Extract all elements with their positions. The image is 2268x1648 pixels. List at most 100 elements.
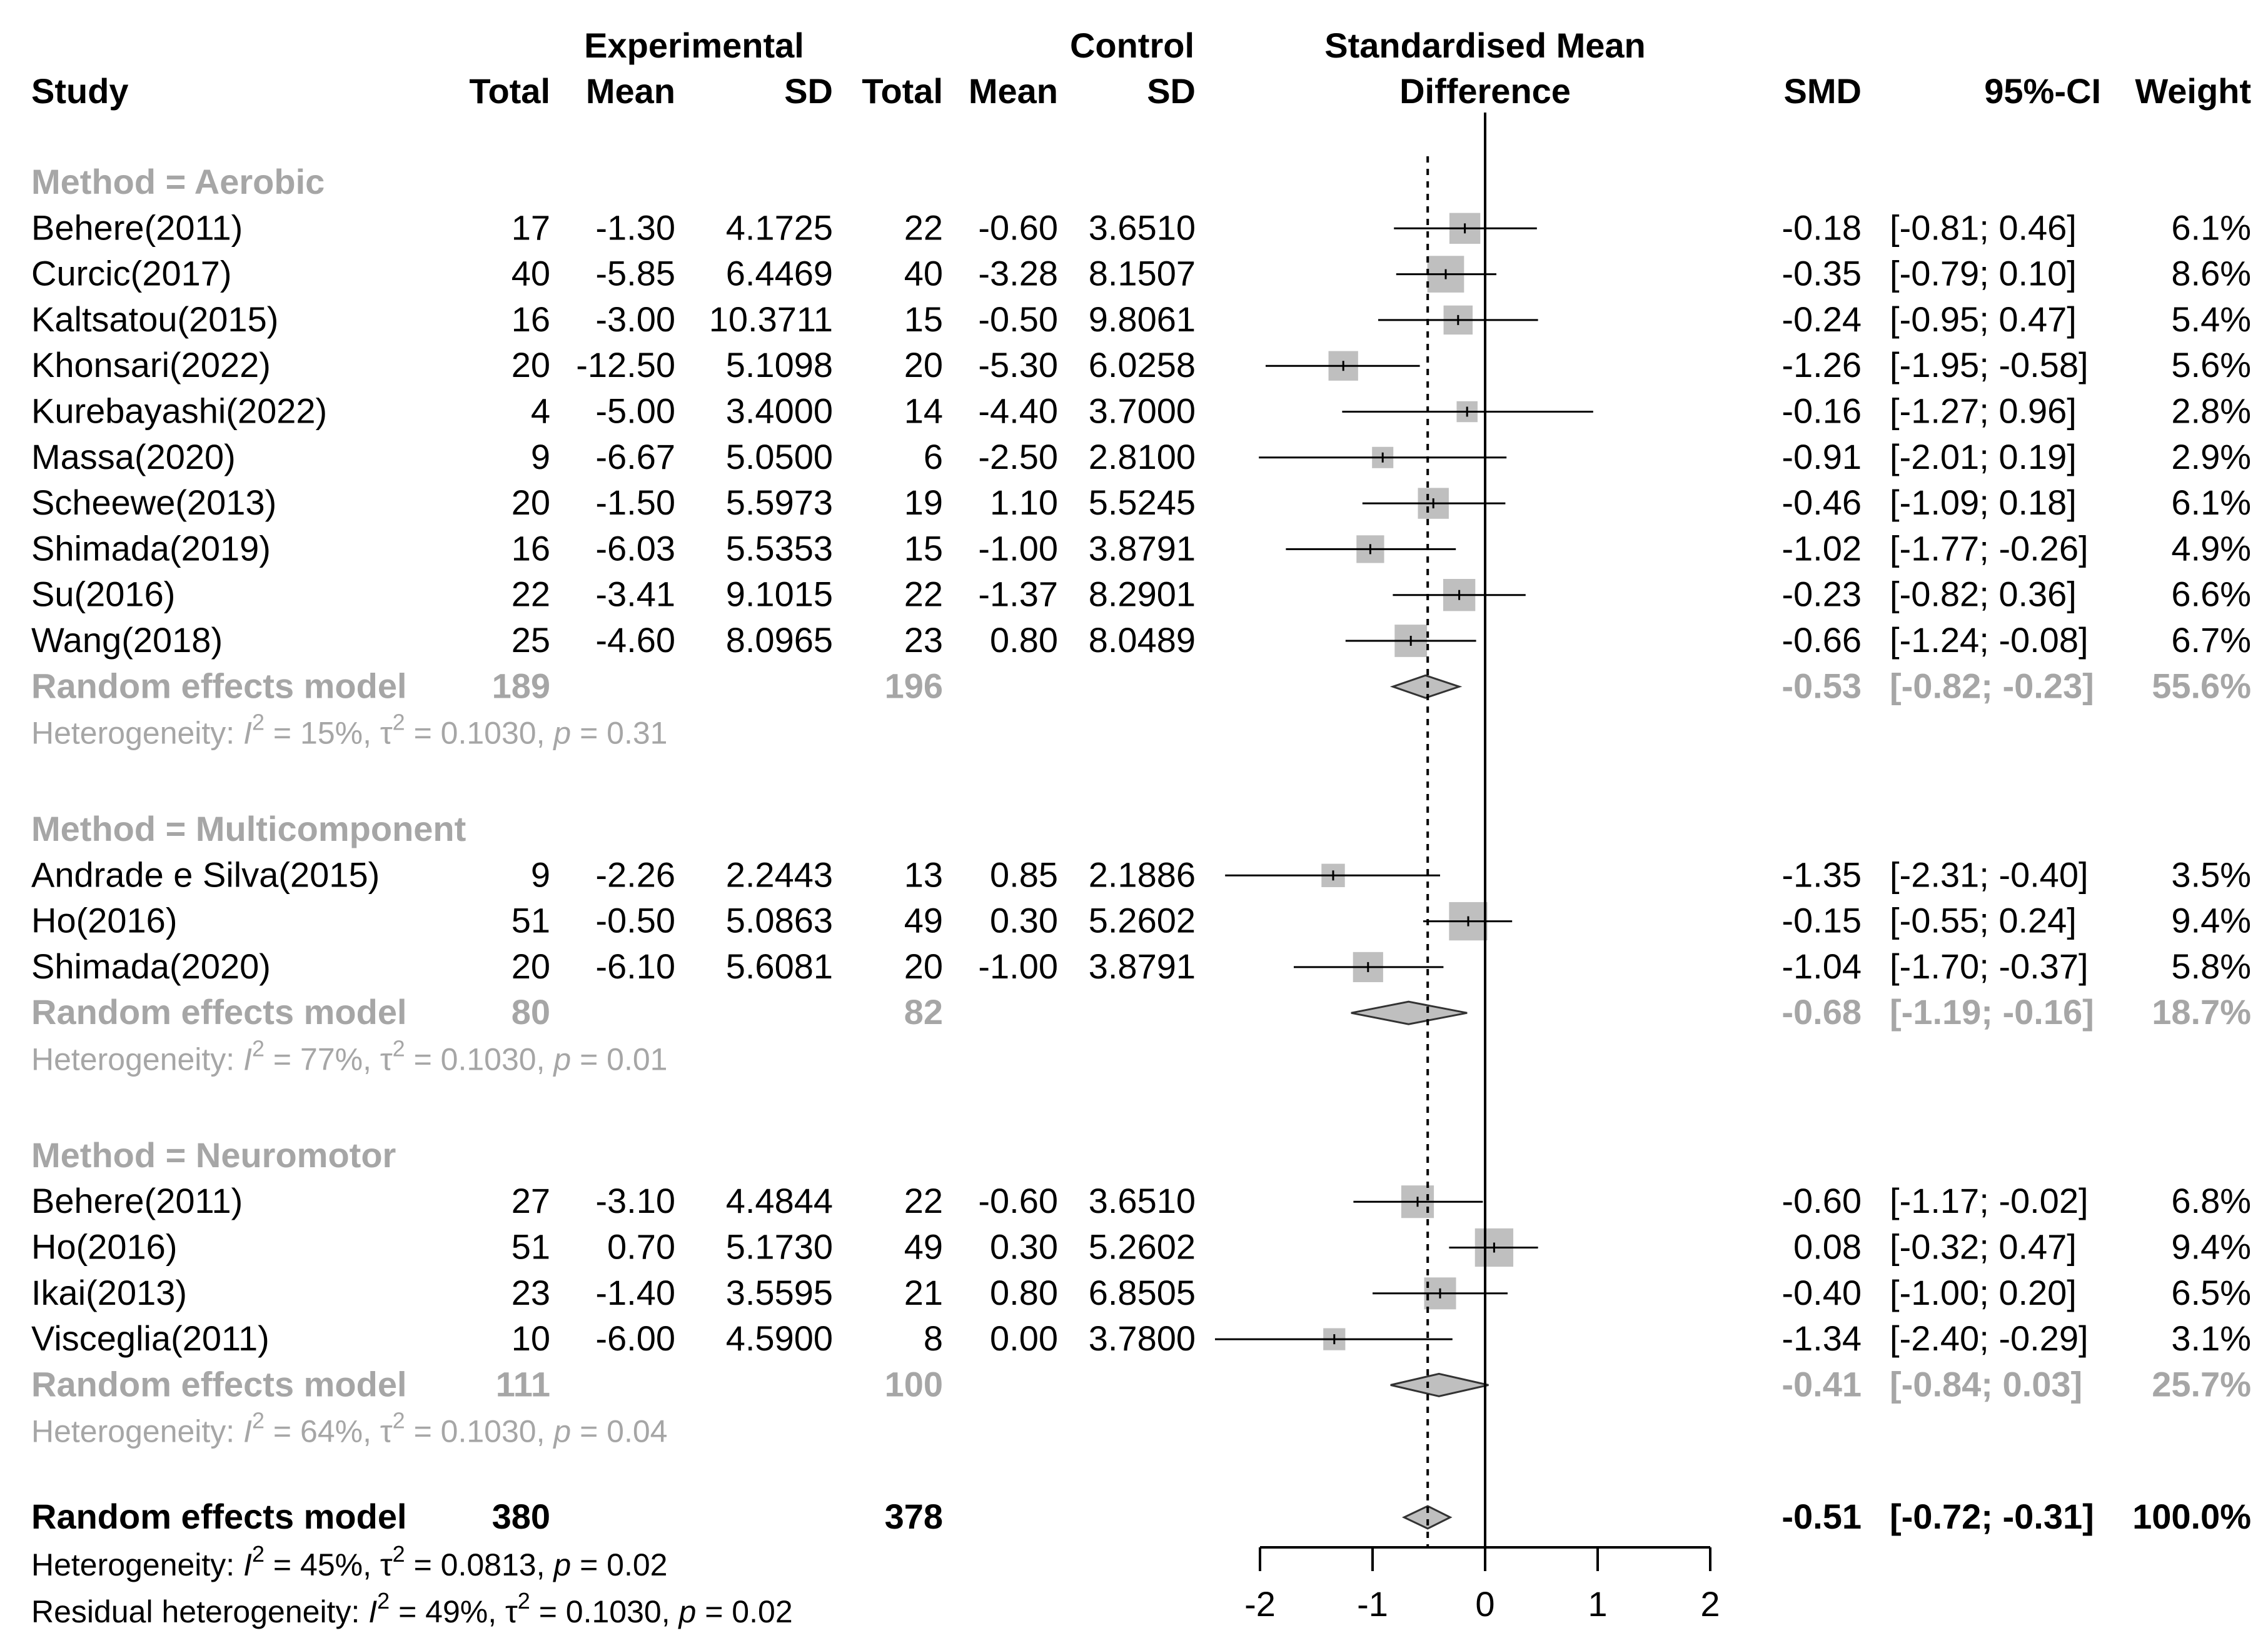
heterogeneity-text: Heterogeneity: I2 = 77%, τ2 = 0.1030, p … [31, 1035, 667, 1077]
exp-mean: -6.10 [595, 947, 675, 986]
exp-total: 20 [512, 947, 550, 986]
subgroup-smd: -0.68 [1782, 992, 1862, 1032]
heterogeneity-part: τ [380, 716, 393, 751]
ctrl-sd: 5.5245 [1089, 483, 1196, 522]
weight-value: 5.6% [2171, 345, 2251, 384]
ctrl-total: 22 [904, 575, 943, 614]
study-name: Behere(2011) [31, 1181, 243, 1220]
heterogeneity-part: Heterogeneity: [31, 716, 243, 751]
exp-sd: 5.1730 [726, 1227, 833, 1266]
exp-total: 20 [512, 483, 550, 522]
weight-value: 3.1% [2171, 1319, 2251, 1358]
ctrl-sd: 3.7000 [1089, 391, 1196, 431]
overall-model-label: Random effects model [31, 1497, 407, 1536]
heterogeneity-part: τ [380, 1547, 393, 1582]
exp-total: 9 [531, 855, 550, 894]
heterogeneity-part: I [243, 1414, 252, 1449]
exp-sd: 6.4469 [726, 254, 833, 293]
ci-value: [-1.09; 0.18] [1890, 483, 2077, 522]
overall-ci: [-0.72; -0.31] [1890, 1497, 2094, 1536]
heterogeneity-text: Residual heterogeneity: I2 = 49%, τ2 = 0… [31, 1588, 793, 1629]
heterogeneity-part: p [552, 1414, 571, 1449]
heterogeneity-part: 2 [393, 1408, 405, 1434]
ctrl-mean: -5.30 [978, 345, 1058, 384]
exp-mean: -6.00 [595, 1319, 675, 1358]
exp-mean: -2.26 [595, 855, 675, 894]
header-weight: Weight [2135, 71, 2251, 111]
weight-value: 4.9% [2171, 528, 2251, 568]
heterogeneity-part: 2 [377, 1588, 390, 1614]
exp-total: 10 [512, 1319, 550, 1358]
heterogeneity-part: p [552, 1547, 571, 1582]
weight-value: 5.8% [2171, 947, 2251, 986]
subgroup-model-label: Random effects model [31, 992, 407, 1032]
subgroup-weight: 55.6% [2152, 666, 2251, 705]
smd-value: -0.46 [1782, 483, 1862, 522]
exp-total: 17 [512, 208, 550, 247]
exp-sd: 4.5900 [726, 1319, 833, 1358]
exp-mean: -1.50 [595, 483, 675, 522]
exp-total: 27 [512, 1181, 550, 1220]
heterogeneity-part: = 0.1030, [530, 1594, 679, 1629]
weight-value: 2.9% [2171, 437, 2251, 476]
exp-sd: 4.4844 [726, 1181, 833, 1220]
smd-value: 0.08 [1793, 1227, 1862, 1266]
weight-value: 9.4% [2171, 1227, 2251, 1266]
ctrl-mean: 0.00 [990, 1319, 1058, 1358]
ci-value: [-1.17; -0.02] [1890, 1181, 2089, 1220]
study-name: Kaltsatou(2015) [31, 299, 278, 339]
subgroup-ci: [-0.84; 0.03] [1890, 1364, 2082, 1404]
study-name: Ho(2016) [31, 1227, 177, 1266]
subgroup-diamond [1389, 674, 1463, 699]
header-smd-title: Difference [1399, 71, 1571, 111]
weight-value: 6.7% [2171, 620, 2251, 660]
ctrl-total: 19 [904, 483, 943, 522]
heterogeneity-part: Heterogeneity: [31, 1042, 243, 1077]
subgroup-smd: -0.41 [1782, 1364, 1862, 1404]
heterogeneity-part: 2 [518, 1588, 530, 1614]
study-name: Shimada(2020) [31, 947, 271, 986]
weight-value: 9.4% [2171, 901, 2251, 940]
smd-value: -0.15 [1782, 901, 1862, 940]
heterogeneity-part: = 0.31 [571, 716, 667, 751]
header-e-mean: Mean [586, 71, 675, 111]
exp-sd: 3.4000 [726, 391, 833, 431]
ci-value: [-0.55; 0.24] [1890, 901, 2077, 940]
x-tick-label: 2 [1700, 1584, 1720, 1624]
exp-total: 9 [531, 437, 550, 476]
ctrl-mean: -3.28 [978, 254, 1058, 293]
heterogeneity-part: p [552, 716, 571, 751]
ctrl-sd: 6.8505 [1089, 1273, 1196, 1312]
ci-value: [-1.77; -0.26] [1890, 528, 2089, 568]
heterogeneity-text: Heterogeneity: I2 = 15%, τ2 = 0.1030, p … [31, 710, 667, 751]
subgroup-title: Method = Multicomponent [31, 809, 466, 848]
ctrl-sd: 6.0258 [1089, 345, 1196, 384]
weight-value: 8.6% [2171, 254, 2251, 293]
study-name: Behere(2011) [31, 208, 243, 247]
ctrl-mean: -2.50 [978, 437, 1058, 476]
ctrl-sd: 8.0489 [1089, 620, 1196, 660]
smd-value: -0.40 [1782, 1273, 1862, 1312]
ctrl-sd: 2.8100 [1089, 437, 1196, 476]
weight-value: 3.5% [2171, 855, 2251, 894]
study-name: Kurebayashi(2022) [31, 391, 327, 431]
heterogeneity-part: = 15%, [265, 716, 380, 751]
subgroup-title: Method = Aerobic [31, 162, 325, 201]
study-name: Andrade e Silva(2015) [31, 855, 380, 894]
subgroup-model-label: Random effects model [31, 666, 407, 705]
heterogeneity-part: 2 [252, 1035, 265, 1061]
smd-value: -1.02 [1782, 528, 1862, 568]
subgroup-diamond [1390, 1372, 1489, 1397]
subgroup-model-label: Random effects model [31, 1364, 407, 1404]
ctrl-total: 6 [924, 437, 943, 476]
smd-value: -0.35 [1782, 254, 1862, 293]
subgroup-ci: [-1.19; -0.16] [1890, 992, 2094, 1032]
ctrl-total: 14 [904, 391, 943, 431]
weight-value: 6.5% [2171, 1273, 2251, 1312]
smd-value: -0.24 [1782, 299, 1862, 339]
smd-value: -0.16 [1782, 391, 1862, 431]
ctrl-total: 49 [904, 901, 943, 940]
exp-total: 20 [512, 345, 550, 384]
ctrl-mean: 0.85 [990, 855, 1058, 894]
